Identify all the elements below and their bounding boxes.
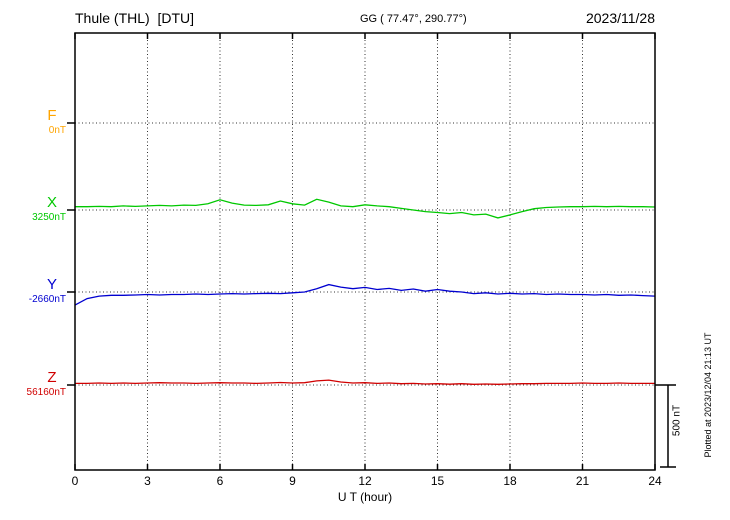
trace-Z (75, 379, 655, 385)
x-tick-label: 15 (430, 474, 445, 488)
station-title: Thule (THL) [DTU] (75, 10, 195, 26)
component-letter-X: X (46, 194, 57, 211)
scale-bar (655, 384, 676, 468)
geo-coords: GG ( 77.47°, 290.77°) (360, 13, 467, 25)
component-baseline-F: 0nT (48, 125, 66, 136)
trace-Y (74, 283, 656, 306)
component-letter-Z: Z (47, 369, 57, 386)
plotted-timestamp-note: Plotted at 2023/12/04 21:13 UT (703, 332, 713, 458)
component-baseline-Z: 56160nT (26, 387, 66, 398)
x-tick-label: 6 (216, 474, 224, 488)
plot-date: 2023/11/28 (585, 10, 655, 26)
gridlines (74, 33, 656, 470)
trace-X (75, 198, 656, 219)
x-tick-label: 21 (575, 474, 590, 488)
component-baseline-X: 3250nT (32, 212, 66, 223)
x-tick-label: 12 (358, 474, 372, 488)
scale-bar-label: 500 nT (671, 404, 683, 437)
x-tick-label: 18 (503, 474, 517, 488)
x-tick-label: 9 (289, 474, 296, 488)
x-axis-label: U T (hour) (337, 490, 393, 504)
component-baseline-Y: -2660nT (28, 294, 66, 305)
component-letter-Y: Y (46, 276, 57, 293)
x-tick-label: 3 (144, 474, 151, 488)
plot-frame (74, 32, 656, 471)
x-tick-label: 24 (648, 474, 662, 488)
x-tick-label: 0 (71, 474, 79, 488)
component-letter-F: F (47, 107, 57, 124)
